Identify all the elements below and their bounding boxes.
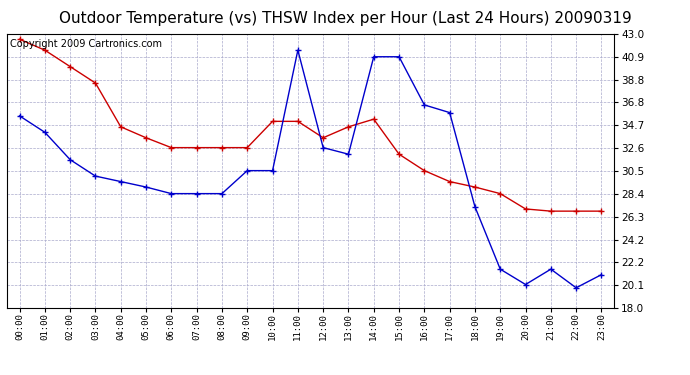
Text: Copyright 2009 Cartronics.com: Copyright 2009 Cartronics.com <box>10 39 162 49</box>
Text: Outdoor Temperature (vs) THSW Index per Hour (Last 24 Hours) 20090319: Outdoor Temperature (vs) THSW Index per … <box>59 11 631 26</box>
